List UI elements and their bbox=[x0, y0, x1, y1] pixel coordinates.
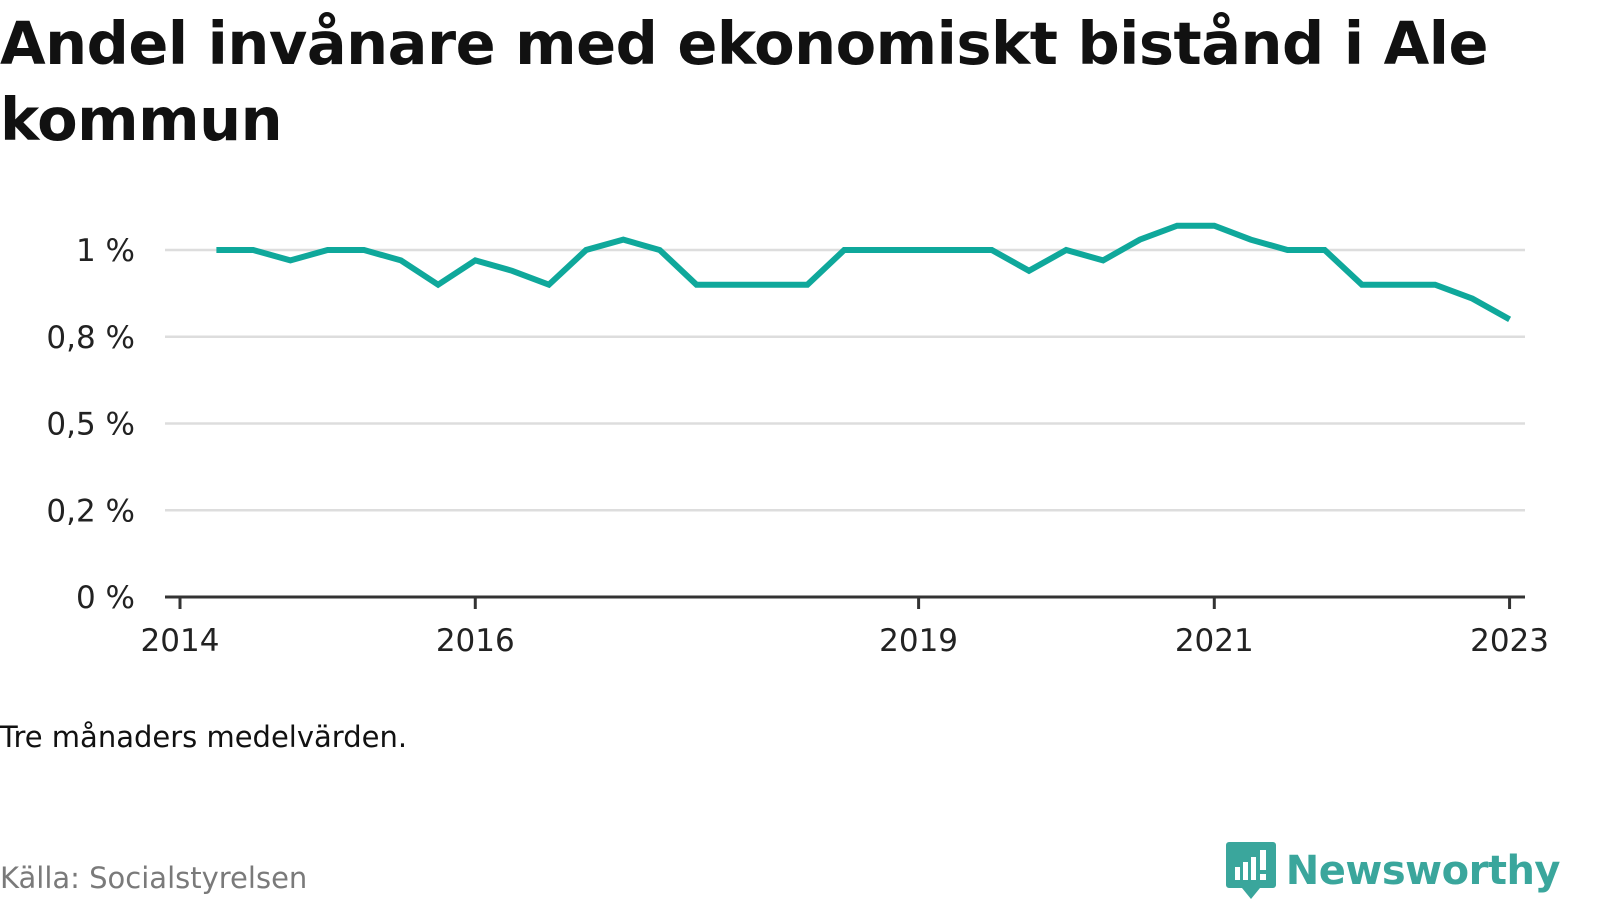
x-tick-label: 2014 bbox=[141, 623, 220, 659]
x-tick-label: 2021 bbox=[1175, 623, 1254, 659]
y-tick-label: 0,8 % bbox=[46, 320, 135, 356]
brand-name: Newsworthy bbox=[1285, 848, 1561, 894]
x-tick-label: 2023 bbox=[1470, 623, 1549, 659]
y-axis-ticks: 0 % 0,2 % 0,5 % 0,8 % 1 % bbox=[46, 233, 135, 616]
y-tick-label: 1 % bbox=[76, 233, 135, 269]
line-chart: 0 %0,2 %0,5 %0,8 %1 % 2014 2016 2019 2021 20… bbox=[46, 222, 1549, 659]
x-tick-label: 2016 bbox=[436, 623, 515, 659]
y-tick-label: 0 % bbox=[76, 580, 135, 616]
brand-logo: Newsworthy bbox=[1225, 842, 1561, 900]
series-layer bbox=[216, 222, 1512, 323]
chart-note: Tre månaders medelvärden. bbox=[0, 720, 408, 754]
grid-lines bbox=[165, 248, 1525, 512]
x-tick-label: 2019 bbox=[879, 623, 958, 659]
newsworthy-logo-icon bbox=[1225, 842, 1276, 899]
y-tick-label: 0,2 % bbox=[46, 493, 135, 529]
chart-title: Andel invånare med ekonomiskt bistånd i … bbox=[0, 9, 1488, 154]
y-tick-label: 0,5 % bbox=[46, 407, 135, 443]
source-label: Källa: Socialstyrelsen bbox=[0, 861, 308, 895]
series-line bbox=[216, 222, 1512, 323]
x-axis: 2014 2016 2019 2021 2023 bbox=[141, 595, 1549, 659]
